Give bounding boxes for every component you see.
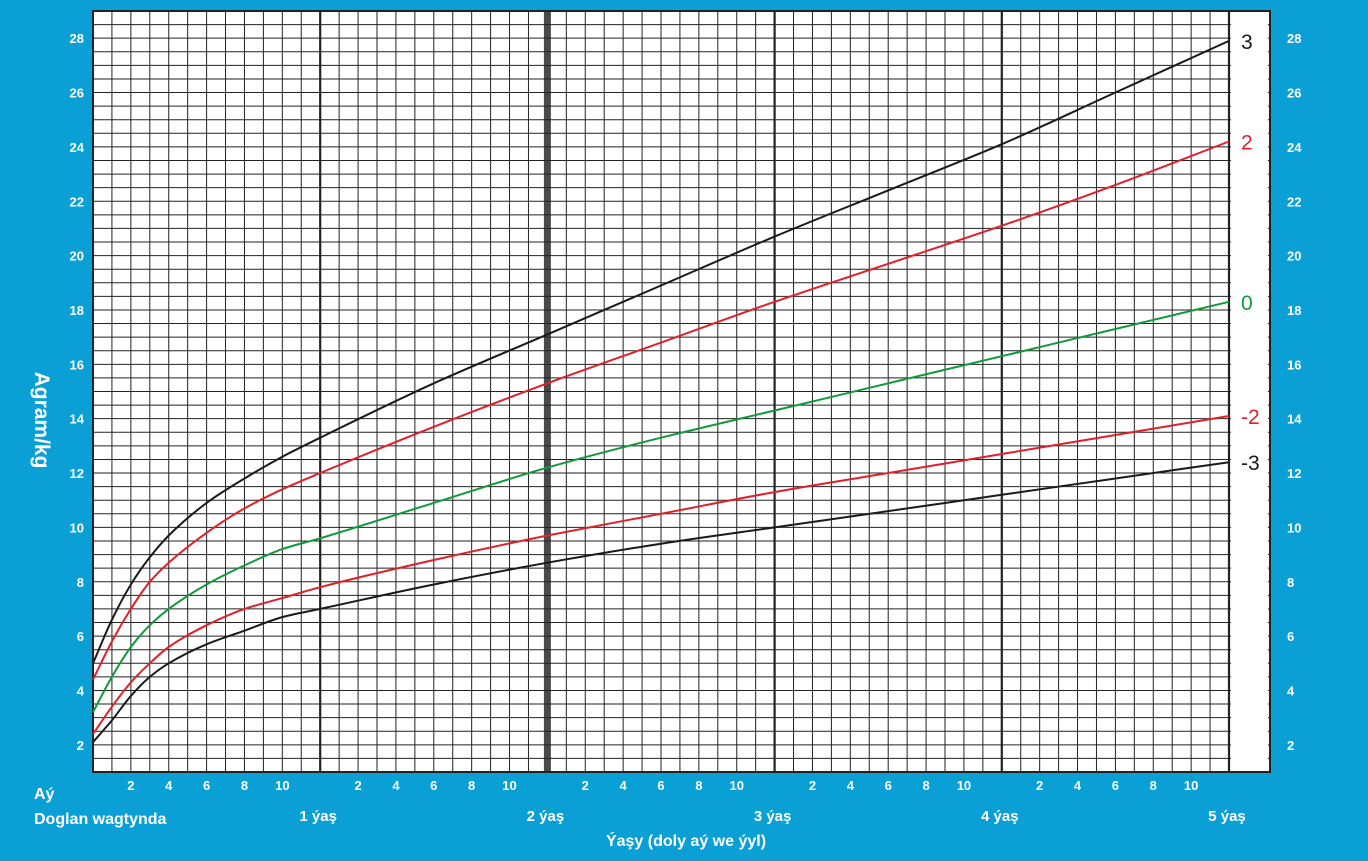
month-tick-label: 8: [241, 778, 248, 793]
series-line-4: [92, 415, 1230, 735]
series-line-2: [92, 140, 1230, 681]
y-tick-label-left: 2: [77, 738, 84, 753]
series-label-4: -2: [1241, 406, 1260, 429]
y-tick-label-right: 16: [1287, 357, 1301, 372]
y-tick-label-right: 20: [1287, 249, 1301, 264]
month-tick-label: 6: [1112, 778, 1119, 793]
month-tick-label: 10: [275, 778, 289, 793]
series-label-5: -3: [1241, 452, 1260, 475]
y-tick-label-left: 26: [70, 86, 84, 101]
y-tick-label-right: 10: [1287, 520, 1301, 535]
month-tick-label: 8: [1150, 778, 1157, 793]
year-label: 2 ýaş: [527, 808, 565, 825]
month-tick-label: 6: [430, 778, 437, 793]
month-tick-label: 2: [354, 778, 361, 793]
plot-frame: [92, 10, 1271, 773]
year-label: 3 ýaş: [754, 808, 792, 825]
month-tick-label: 6: [657, 778, 664, 793]
label-column: [1231, 12, 1268, 771]
month-tick-label: 4: [1074, 778, 1082, 793]
y-tick-label-left: 10: [70, 520, 84, 535]
y-tick-label-left: 12: [70, 466, 84, 481]
series-line-5: [92, 461, 1230, 743]
month-tick-label: 10: [957, 778, 971, 793]
y-tick-label-right: 22: [1287, 194, 1301, 209]
month-tick-label: 10: [1184, 778, 1198, 793]
month-tick-label: 4: [847, 778, 855, 793]
y-tick-label-left: 4: [77, 683, 85, 698]
year-label: 4 ýaş: [981, 808, 1019, 825]
y-tick-label-right: 4: [1287, 683, 1295, 698]
y-tick-label-left: 6: [77, 629, 84, 644]
y-tick-label-right: 8: [1287, 575, 1294, 590]
month-tick-label: 8: [922, 778, 929, 793]
y-tick-label-left: 18: [70, 303, 84, 318]
month-tick-label: 10: [502, 778, 516, 793]
y-tick-label-left: 28: [70, 31, 84, 46]
y-tick-label-right: 28: [1287, 31, 1301, 46]
series-line-3: [92, 300, 1230, 713]
month-tick-label: 6: [203, 778, 210, 793]
y-tick-label-left: 22: [70, 194, 84, 209]
series-label-1: 3: [1241, 31, 1253, 54]
y-tick-label-right: 26: [1287, 86, 1301, 101]
birth-label: Doglan wagtynda: [34, 811, 167, 828]
y-tick-label-left: 20: [70, 249, 84, 264]
month-tick-label: 2: [127, 778, 134, 793]
year-label: 5 ýaş: [1208, 808, 1246, 825]
y-axis-title: Agram/kg: [30, 372, 53, 469]
month-tick-label: 10: [729, 778, 743, 793]
month-tick-label: 4: [620, 778, 628, 793]
month-tick-label: 8: [468, 778, 475, 793]
y-tick-label-left: 14: [70, 412, 85, 427]
y-tick-label-right: 18: [1287, 303, 1301, 318]
grid-group: [92, 10, 1270, 772]
y-tick-label-right: 6: [1287, 629, 1294, 644]
series-line-1: [92, 39, 1230, 664]
month-tick-label: 8: [695, 778, 702, 793]
y-tick-label-left: 24: [70, 140, 85, 155]
year-label: 1 ýaş: [299, 808, 337, 825]
month-tick-label: 2: [1036, 778, 1043, 793]
x-axis-title: Ýaşy (doly aý we ýyl): [606, 831, 766, 850]
series-label-3: 0: [1241, 292, 1253, 315]
month-tick-label: 2: [809, 778, 816, 793]
y-tick-label-right: 14: [1287, 412, 1302, 427]
month-tick-label: 4: [392, 778, 400, 793]
month-row-label: Aý: [34, 786, 55, 803]
y-tick-label-right: 2: [1287, 738, 1294, 753]
y-tick-label-right: 24: [1287, 140, 1302, 155]
month-tick-label: 6: [885, 778, 892, 793]
month-tick-label: 2: [582, 778, 589, 793]
series-label-2: 2: [1241, 131, 1253, 154]
y-tick-label-right: 12: [1287, 466, 1301, 481]
y-tick-label-left: 8: [77, 575, 84, 590]
y-tick-label-left: 16: [70, 357, 84, 372]
month-tick-label: 4: [165, 778, 173, 793]
series-group: 3 2 0 -2 -3: [92, 31, 1260, 743]
